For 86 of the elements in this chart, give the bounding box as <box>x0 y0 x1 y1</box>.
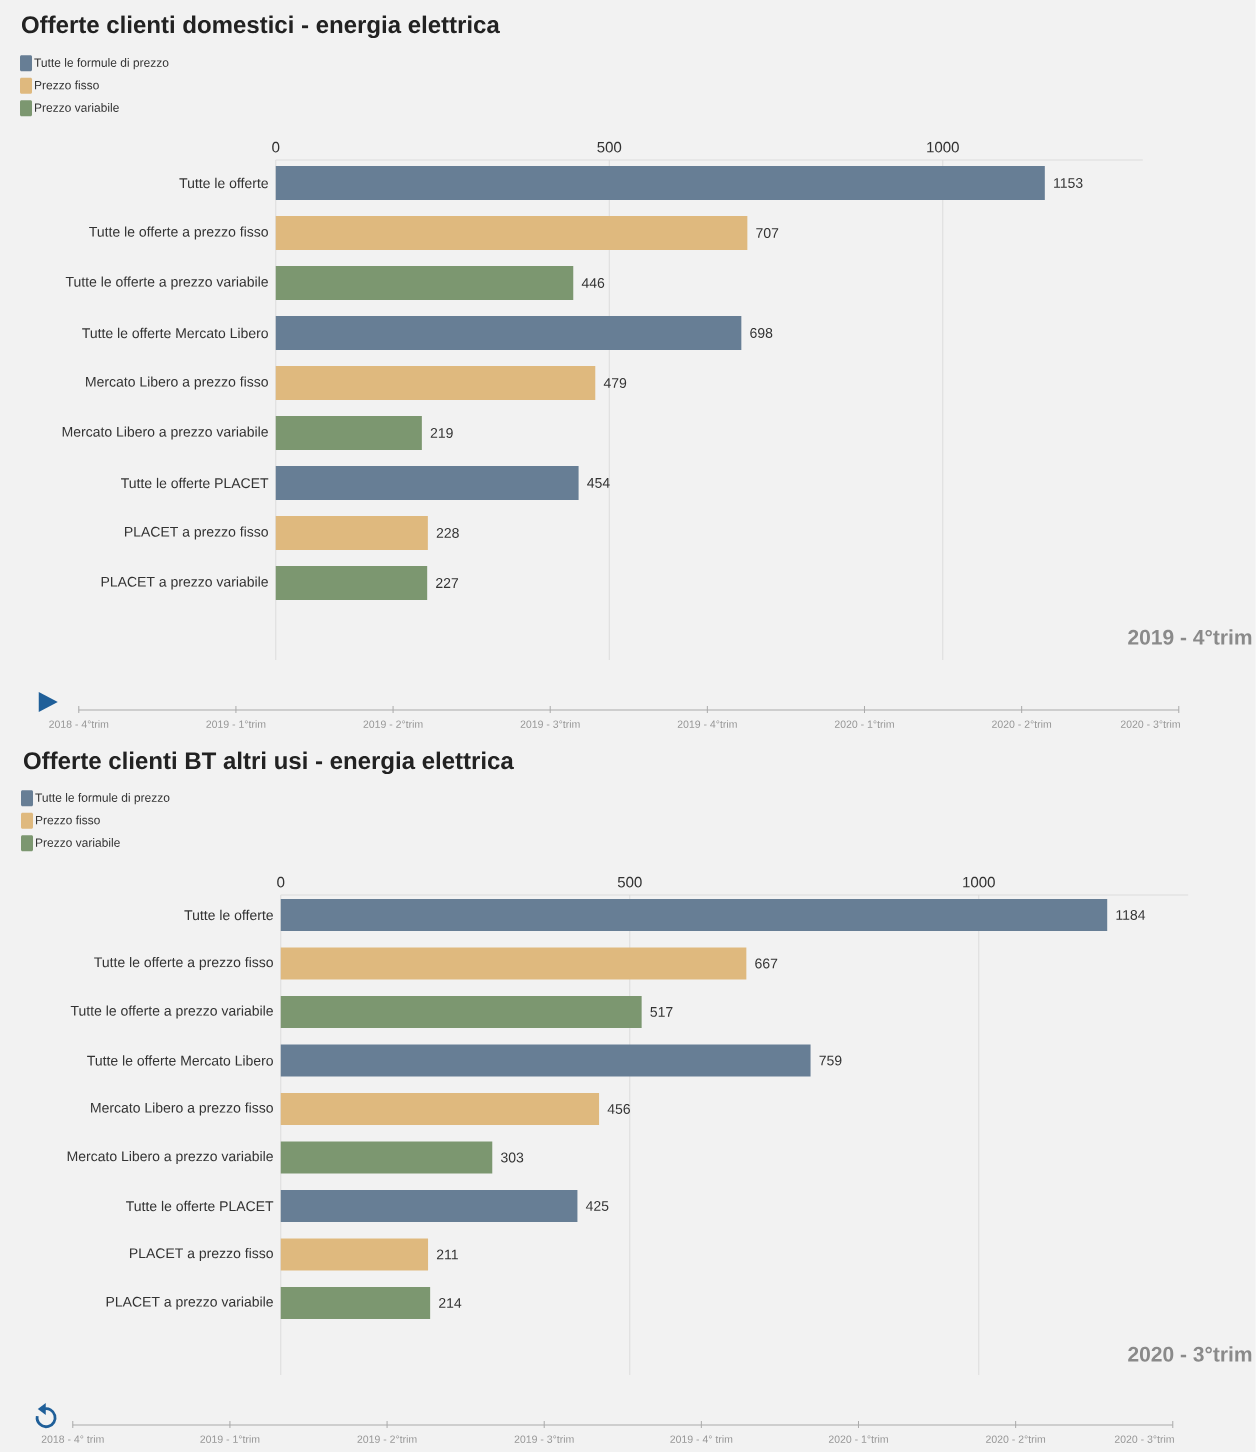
data-label: 517 <box>650 1007 673 1017</box>
x-tick-label: 1000 <box>927 141 959 153</box>
legend-label: Prezzo fisso <box>36 815 100 825</box>
text: 2020 - 3°trim <box>1121 720 1180 728</box>
bar <box>275 216 748 250</box>
text: 2019 - 2°trim <box>363 720 423 728</box>
bar <box>280 1286 431 1319</box>
text: 2018 - 4° trim <box>41 1435 104 1443</box>
legend-label: Prezzo variabile <box>36 838 120 847</box>
data-label: 759 <box>819 1055 842 1066</box>
bar <box>280 898 1108 931</box>
y-tick-label: Tutte le offerte a prezzo fisso <box>94 956 274 970</box>
y-tick-label: Tutte le offerte PLACET <box>126 1200 274 1212</box>
data-label: 698 <box>750 328 773 338</box>
bar <box>280 995 642 1028</box>
y-tick-label: Tutte le offerte a prezzo variabile <box>70 1005 274 1019</box>
data-label: 303 <box>501 1152 524 1163</box>
text: 2020 - 1°trim <box>829 1435 888 1443</box>
bar <box>280 1044 811 1077</box>
y-tick-label: Tutte le offerte a prezzo variabile <box>65 276 269 290</box>
data-label: 446 <box>581 278 605 288</box>
text: 2018 - 4°trim <box>49 720 109 728</box>
data-label: 219 <box>430 428 453 438</box>
data-label: 479 <box>603 378 627 388</box>
chart-title: Offerte clienti BT altri usi - energia elettrica <box>24 751 515 775</box>
text: 2019 - 1°trim <box>200 1435 260 1443</box>
bar <box>275 566 428 600</box>
y-tick-label: Tutte le offerte Mercato Libero <box>82 327 269 339</box>
data-label: 707 <box>756 228 779 238</box>
bar <box>280 1238 429 1271</box>
y-tick-label: Tutte le offerte <box>179 177 269 189</box>
data-label: 227 <box>436 578 459 588</box>
data-label: 454 <box>587 478 610 488</box>
y-tick-label: Tutte le offerte Mercato Libero <box>87 1055 274 1066</box>
y-tick-label: Tutte le offerte PLACET <box>121 477 269 489</box>
text: 2020 - 2°trim <box>986 1435 1046 1443</box>
legend-label: Tutte le formule di prezzo <box>35 793 170 805</box>
x-tick-label: 500 <box>617 876 642 888</box>
bar <box>280 1189 578 1222</box>
text: 2020 - 3°trim <box>1128 1346 1252 1362</box>
data-label: 1184 <box>1116 910 1146 920</box>
data-label: 228 <box>436 528 459 538</box>
legend-label: Prezzo variabile <box>35 103 119 112</box>
text: 2019 - 4°trim <box>1128 629 1252 645</box>
y-tick-label: Tutte le offerte a prezzo fisso <box>89 226 269 240</box>
y-tick-label: PLACET a prezzo variabile <box>106 1296 274 1310</box>
x-tick-label: 0 <box>277 876 285 888</box>
bar <box>280 1141 493 1174</box>
data-label: 211 <box>437 1249 458 1260</box>
text: 2020 - 2°trim <box>992 720 1052 728</box>
bar <box>275 516 428 550</box>
legend-label: Prezzo fisso <box>35 80 99 90</box>
chart-title: Offerte clienti domestici - energia elettrica <box>22 15 501 39</box>
bar <box>275 366 596 400</box>
data-label: 1153 <box>1054 178 1083 188</box>
bar <box>275 416 422 450</box>
y-tick-label: PLACET a prezzo variabile <box>101 576 269 590</box>
y-tick-label: Mercato Libero a prezzo variabile <box>62 426 269 440</box>
text: 2019 - 4° trim <box>670 1435 733 1443</box>
text: 2020 - 1°trim <box>835 720 894 728</box>
y-tick-label: Mercato Libero a prezzo variabile <box>67 1150 274 1164</box>
y-tick-label: Mercato Libero a prezzo fisso <box>91 1102 274 1116</box>
data-label: 425 <box>586 1201 609 1211</box>
text: 2019 - 3°trim <box>514 1435 574 1443</box>
bar <box>280 1092 600 1125</box>
data-label: 456 <box>607 1104 631 1114</box>
text: 2019 - 1°trim <box>206 720 266 728</box>
text: 2019 - 4°trim <box>677 720 737 728</box>
bar <box>280 947 747 980</box>
bar <box>275 266 574 300</box>
y-tick-label: PLACET a prezzo fisso <box>125 526 269 540</box>
y-tick-label: Mercato Libero a prezzo fisso <box>86 376 269 390</box>
bar <box>275 316 742 350</box>
legend-label: Tutte le formule di prezzo <box>34 58 169 70</box>
y-tick-label: Tutte le offerte <box>184 909 274 921</box>
x-tick-label: 0 <box>272 141 280 153</box>
text: 2019 - 3°trim <box>520 720 580 728</box>
text: 2019 - 2°trim <box>357 1435 417 1443</box>
text: 2020 - 3°trim <box>1115 1435 1174 1443</box>
data-label: 667 <box>755 958 778 969</box>
data-label: 214 <box>439 1298 462 1308</box>
x-tick-label: 1000 <box>963 876 995 888</box>
x-tick-label: 500 <box>597 141 622 153</box>
bar <box>275 466 579 500</box>
bar <box>275 166 1045 200</box>
y-tick-label: PLACET a prezzo fisso <box>130 1247 274 1261</box>
